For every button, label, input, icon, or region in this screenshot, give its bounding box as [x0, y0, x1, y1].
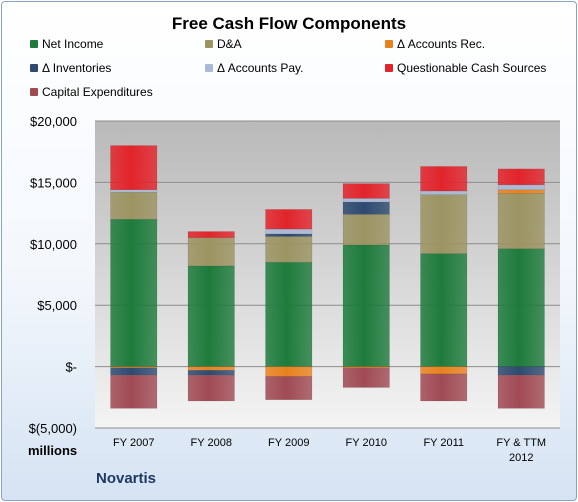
- legend-swatch: [205, 64, 213, 72]
- bar-capital-expenditures: [265, 376, 313, 401]
- bar-accounts-pay: [110, 189, 158, 193]
- bar-capital-expenditures: [342, 367, 390, 388]
- legend-item: Net Income: [30, 37, 103, 51]
- x-tick-label: FY & TTM: [496, 437, 546, 449]
- bar-net-income: [110, 218, 158, 367]
- bar-accounts-pay: [420, 190, 468, 195]
- y-tick-label: $15,000: [30, 175, 77, 190]
- legend-item: Δ Accounts Pay.: [205, 61, 304, 75]
- legend-item: Δ Accounts Rec.: [385, 37, 485, 51]
- bar-inventories: [497, 366, 545, 376]
- bar-accounts-pay: [342, 198, 390, 203]
- y-tick-label: $-: [65, 360, 77, 375]
- bar-net-income: [187, 265, 235, 367]
- legend-item: D&A: [205, 37, 242, 51]
- legend-label: Net Income: [42, 37, 104, 51]
- bar-questionable-cash-sources: [187, 231, 235, 238]
- x-tick-label: FY 2011: [423, 437, 464, 449]
- x-tick-label: FY 2010: [346, 437, 387, 449]
- bar-capital-expenditures: [110, 374, 158, 409]
- legend-item: Capital Expenditures: [30, 85, 153, 99]
- bar-d-a: [420, 194, 468, 254]
- legend-swatch: [385, 40, 393, 48]
- bar-d-a: [110, 191, 158, 220]
- legend-item: Δ Inventories: [30, 61, 111, 75]
- bar-accounts-rec: [265, 366, 313, 377]
- bar-capital-expenditures: [497, 374, 545, 409]
- legend-label: Δ Accounts Pay.: [217, 61, 304, 75]
- legend-swatch: [30, 40, 38, 48]
- bar-questionable-cash-sources: [420, 166, 468, 192]
- bar-inventories: [187, 370, 235, 376]
- bar-capital-expenditures: [187, 374, 235, 402]
- legend-swatch: [385, 64, 393, 72]
- units-label: millions: [28, 443, 78, 458]
- y-tick-label: $5,000: [37, 298, 77, 313]
- bar-questionable-cash-sources: [342, 183, 390, 199]
- legend-label: Δ Accounts Rec.: [397, 37, 486, 51]
- y-tick-label: $(5,000): [29, 421, 77, 436]
- bar-accounts-rec: [187, 366, 235, 371]
- bar-net-income: [497, 248, 545, 367]
- bar-questionable-cash-sources: [497, 168, 545, 186]
- bar-accounts-pay: [265, 228, 313, 235]
- y-tick-label: $10,000: [30, 237, 77, 252]
- bar-net-income: [342, 244, 390, 367]
- legend-label: Δ Inventories: [42, 61, 112, 75]
- bar-net-income: [420, 253, 468, 367]
- legend-swatch: [30, 88, 38, 96]
- bar-inventories: [265, 233, 313, 237]
- bar-capital-expenditures: [420, 373, 468, 402]
- company-name: Novartis: [96, 470, 157, 487]
- legend-swatch: [30, 64, 38, 72]
- bar-net-income: [265, 261, 313, 367]
- bar-accounts-pay: [497, 184, 545, 191]
- legend-label: Questionable Cash Sources: [397, 61, 547, 75]
- x-tick-label: FY 2009: [268, 437, 309, 449]
- bar-d-a: [497, 193, 545, 249]
- legend-swatch: [205, 40, 213, 48]
- x-tick-label: 2012: [509, 452, 533, 464]
- legend-item: Questionable Cash Sources: [385, 61, 546, 75]
- legend-label: D&A: [217, 37, 242, 51]
- bar-d-a: [187, 237, 235, 267]
- chart-title: Free Cash Flow Components: [171, 14, 407, 33]
- x-tick-label: FY 2007: [113, 437, 154, 449]
- bar-accounts-rec: [420, 366, 468, 375]
- y-tick-label: $20,000: [30, 114, 77, 129]
- bar-inventories: [110, 367, 158, 376]
- bar-d-a: [342, 214, 390, 246]
- bar-inventories: [342, 201, 390, 215]
- x-tick-label: FY 2008: [191, 437, 232, 449]
- bar-d-a: [265, 236, 313, 263]
- plot-area: [95, 121, 560, 428]
- bar-questionable-cash-sources: [265, 209, 313, 230]
- bar-questionable-cash-sources: [110, 145, 158, 191]
- bar-accounts-rec: [497, 189, 545, 194]
- legend-label: Capital Expenditures: [42, 85, 153, 99]
